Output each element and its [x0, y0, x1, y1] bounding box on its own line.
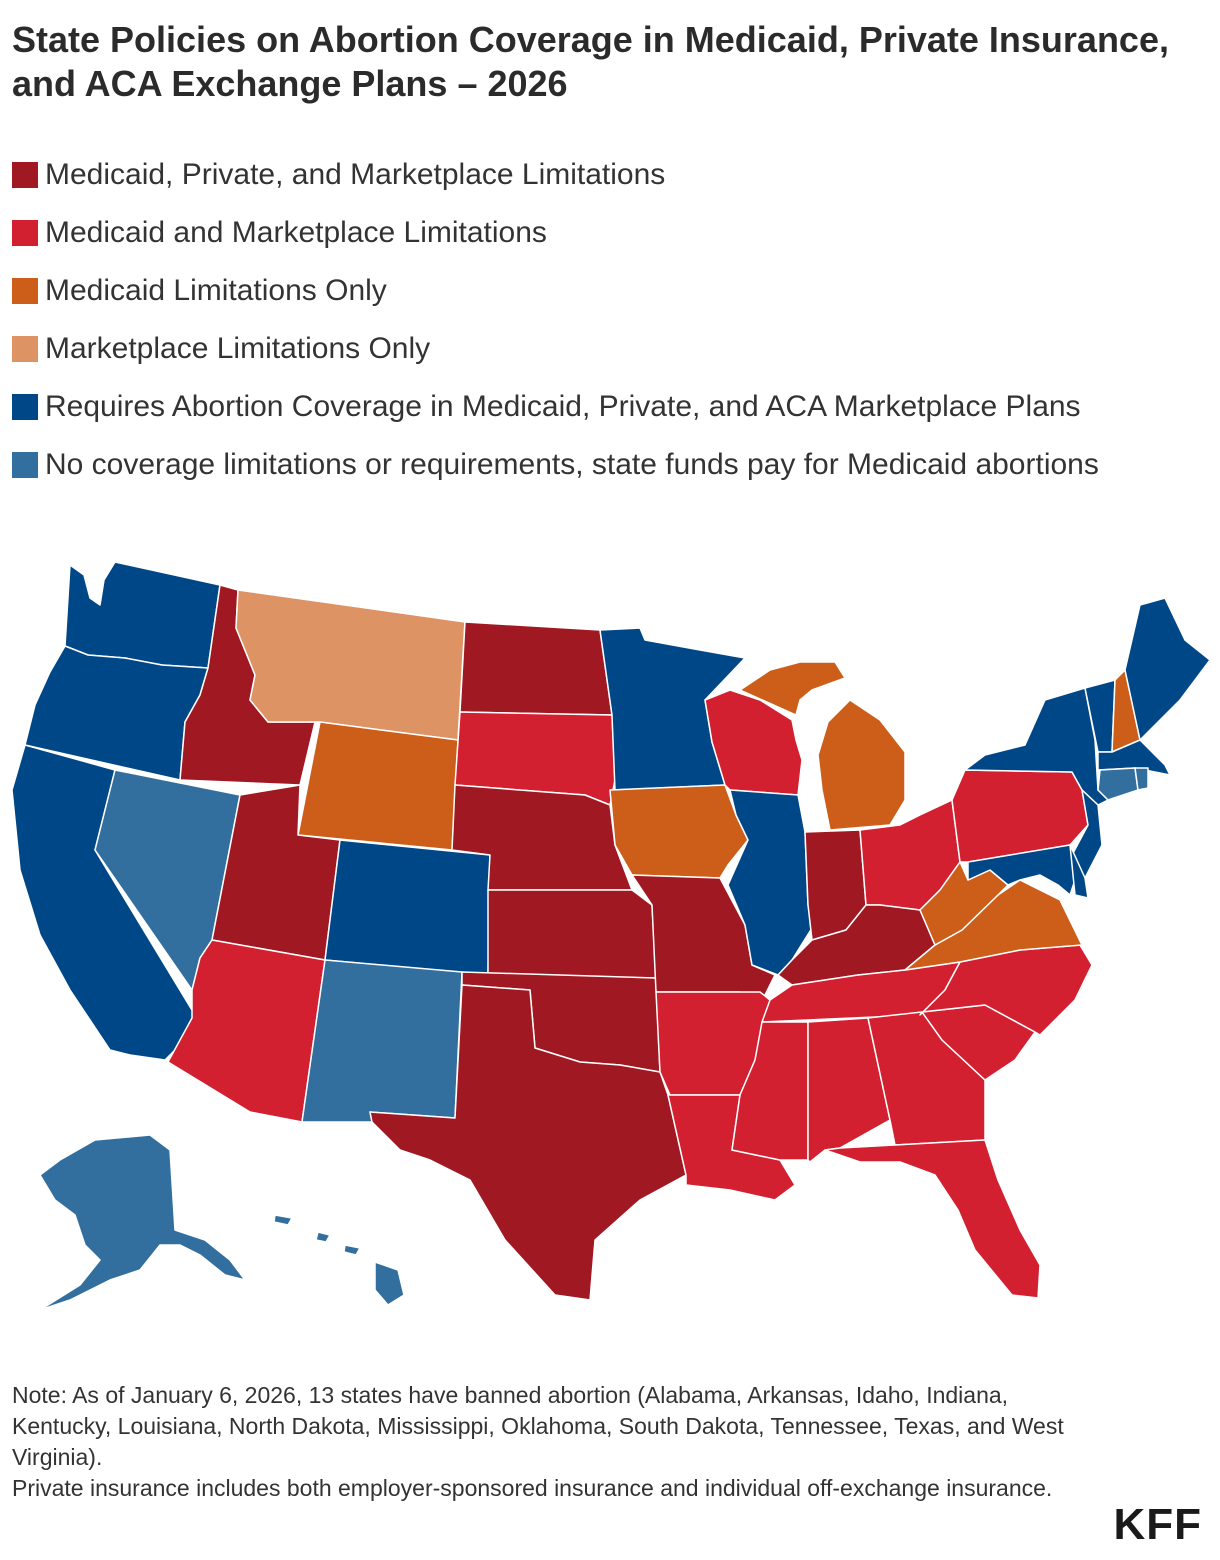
legend-item-medicaid-only: Medicaid Limitations Only	[12, 262, 1207, 320]
state-ks[interactable]	[487, 889, 657, 979]
legend-label: No coverage limitations or requirements,…	[45, 448, 1099, 481]
kff-logo: KFF	[1113, 1500, 1202, 1549]
legend-swatch	[12, 278, 38, 304]
legend: Medicaid, Private, and Marketplace Limit…	[12, 146, 1207, 494]
state-co[interactable]	[324, 839, 491, 976]
legend-item-no-limitations: No coverage limitations or requirements,…	[12, 436, 1207, 494]
state-de[interactable]	[1069, 844, 1089, 899]
state-ct[interactable]	[1097, 767, 1139, 801]
legend-label: Medicaid Limitations Only	[45, 274, 387, 307]
legend-item-marketplace-only: Marketplace Limitations Only	[12, 320, 1207, 378]
note-private-insurance-line: Private insurance includes both employer…	[12, 1475, 1053, 1501]
state-mi[interactable]	[739, 661, 906, 831]
state-nc[interactable]	[919, 944, 1093, 1036]
legend-item-medicaid-marketplace: Medicaid and Marketplace Limitations	[12, 204, 1207, 262]
state-ri[interactable]	[1134, 767, 1149, 791]
legend-swatch	[12, 162, 38, 188]
state-ca[interactable]	[11, 744, 196, 1061]
state-tx[interactable]	[369, 984, 687, 1301]
legend-label: Medicaid and Marketplace Limitations	[45, 216, 547, 249]
legend-swatch	[12, 220, 38, 246]
state-fl[interactable]	[824, 1139, 1041, 1299]
state-mo[interactable]	[631, 874, 776, 1006]
state-me[interactable]	[1124, 597, 1211, 741]
state-ny[interactable]	[964, 687, 1109, 806]
legend-label: Medicaid, Private, and Marketplace Limit…	[45, 158, 666, 191]
note: Note: As of January 6, 2026, 13 states h…	[12, 1380, 1097, 1504]
legend-label: Marketplace Limitations Only	[45, 332, 431, 365]
state-ia[interactable]	[609, 784, 749, 879]
legend-item-medicaid-private-marketplace: Medicaid, Private, and Marketplace Limit…	[12, 146, 1207, 204]
legend-swatch	[12, 452, 38, 478]
us-map	[11, 561, 1211, 1311]
state-nd[interactable]	[459, 621, 613, 716]
state-ak[interactable]	[39, 1134, 246, 1311]
state-hi[interactable]	[273, 1214, 405, 1306]
legend-swatch	[12, 336, 38, 362]
legend-item-requires-coverage: Requires Abortion Coverage in Medicaid, …	[12, 378, 1207, 436]
state-wa[interactable]	[64, 561, 221, 669]
chart-title: State Policies on Abortion Coverage in M…	[12, 19, 1169, 104]
state-nm[interactable]	[301, 959, 463, 1123]
note-ban-line: Note: As of January 6, 2026, 13 states h…	[12, 1382, 1064, 1470]
state-wy[interactable]	[297, 721, 459, 851]
legend-swatch	[12, 394, 38, 420]
state-mt[interactable]	[235, 589, 466, 741]
legend-label: Requires Abortion Coverage in Medicaid, …	[45, 390, 1081, 423]
state-wi[interactable]	[704, 689, 803, 796]
